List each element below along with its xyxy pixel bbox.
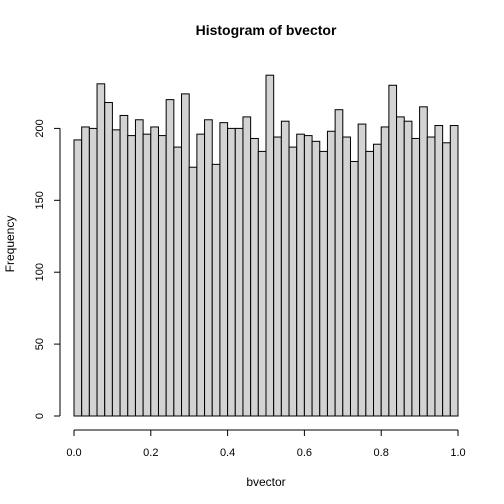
histogram-bar — [334, 109, 344, 417]
y-tick-label: 50 — [34, 338, 46, 350]
bars-group — [73, 74, 459, 417]
histogram-bar — [349, 160, 359, 417]
histogram-bar — [81, 126, 90, 417]
histogram-bar — [165, 99, 175, 417]
histogram-bar — [365, 150, 375, 417]
histogram-bar — [373, 143, 382, 417]
histogram-bar — [111, 129, 121, 417]
histogram-bar — [388, 84, 398, 417]
histogram-bar — [396, 116, 405, 417]
histogram-bar — [303, 135, 313, 417]
histogram-bar — [181, 93, 190, 417]
histogram-bar — [134, 119, 144, 417]
histogram-bar — [326, 130, 336, 417]
histogram-bar — [250, 137, 259, 417]
histogram-bar — [88, 127, 98, 417]
histogram-bar — [173, 146, 183, 417]
histogram-bar — [96, 83, 106, 417]
x-tick-label: 0.0 — [66, 447, 81, 459]
y-axis: 0 50 100 150 200 — [34, 119, 61, 419]
y-axis-label: Frequency — [3, 216, 17, 273]
x-axis-label: bvector — [246, 475, 285, 489]
histogram-bar — [265, 74, 275, 417]
histogram-bar — [188, 166, 198, 417]
histogram-bar — [196, 133, 206, 417]
y-tick-label: 150 — [34, 191, 46, 209]
y-tick-label: 100 — [34, 263, 46, 281]
histogram-bar — [273, 136, 282, 417]
histogram-bar — [411, 137, 421, 417]
histogram-bar — [296, 133, 305, 417]
histogram-bar — [104, 102, 113, 417]
y-tick-label: 0 — [34, 413, 46, 419]
histogram-bar — [426, 136, 436, 417]
histogram-bar — [449, 125, 459, 417]
histogram-bar — [442, 142, 451, 417]
histogram-bar — [288, 146, 298, 417]
histogram-bar — [280, 120, 290, 417]
histogram-bar — [357, 123, 367, 417]
histogram-bar — [73, 139, 83, 417]
histogram-bar — [211, 163, 221, 417]
histogram-bar — [419, 106, 428, 417]
histogram-bar — [150, 126, 159, 417]
histogram-bar — [403, 120, 413, 417]
histogram-bar — [234, 127, 244, 417]
histogram-bar — [380, 126, 390, 417]
histogram-bar — [119, 114, 129, 417]
histogram-bar — [127, 135, 136, 417]
y-tick-label: 200 — [34, 119, 46, 137]
x-tick-label: 1.0 — [450, 447, 465, 459]
histogram-bar — [434, 125, 444, 417]
x-axis: 0.0 0.2 0.4 0.6 0.8 1.0 — [66, 429, 466, 459]
histogram-bar — [204, 119, 213, 417]
chart-title: Histogram of bvector — [196, 22, 337, 38]
x-tick-label: 0.4 — [220, 447, 235, 459]
histogram-bar — [227, 127, 236, 417]
histogram-bar — [257, 150, 267, 417]
histogram-bar — [311, 140, 321, 417]
histogram-bar — [157, 135, 167, 417]
histogram-bar — [319, 150, 328, 417]
x-tick-label: 0.8 — [374, 447, 389, 459]
histogram-bar — [219, 122, 229, 417]
x-tick-label: 0.6 — [297, 447, 312, 459]
histogram-bar — [142, 133, 152, 417]
histogram-bar — [342, 136, 351, 417]
x-tick-label: 0.2 — [143, 447, 158, 459]
histogram-bar — [242, 116, 252, 417]
